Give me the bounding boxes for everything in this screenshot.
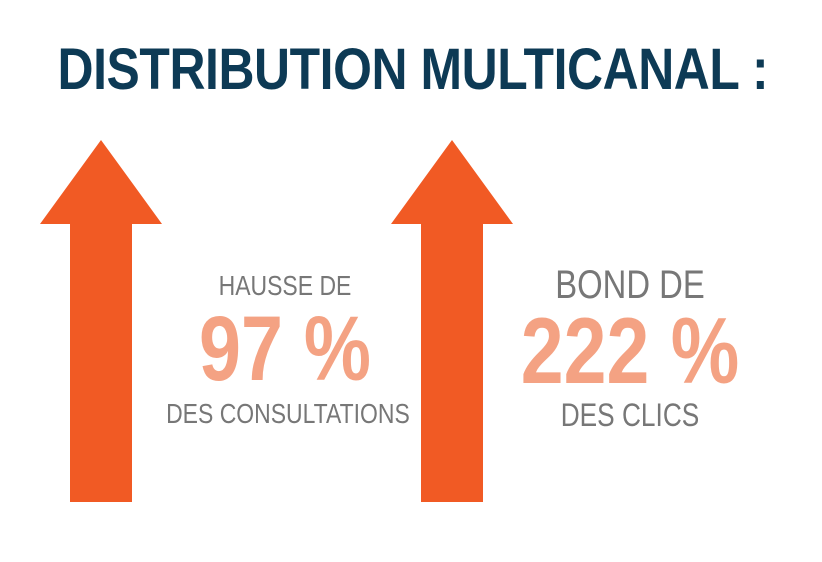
arrow-up-icon bbox=[40, 140, 162, 502]
stat-prefix: HAUSSE DE bbox=[218, 270, 352, 301]
stat-suffix: DES CLICS bbox=[560, 397, 700, 433]
stat-consultations: HAUSSE DE 97 % DES CONSULTATIONS bbox=[140, 268, 430, 432]
stat-prefix: BOND DE bbox=[555, 263, 705, 307]
arrow-up-icon bbox=[391, 140, 513, 502]
page-title: DISTRIBUTION MULTICANAL : bbox=[57, 37, 769, 102]
stat-clicks: BOND DE 222 % DES CLICS bbox=[480, 262, 780, 434]
stat-value: 222 % bbox=[520, 298, 740, 403]
stat-value: 97 % bbox=[199, 298, 371, 400]
stat-suffix: DES CONSULTATIONS bbox=[166, 398, 410, 429]
